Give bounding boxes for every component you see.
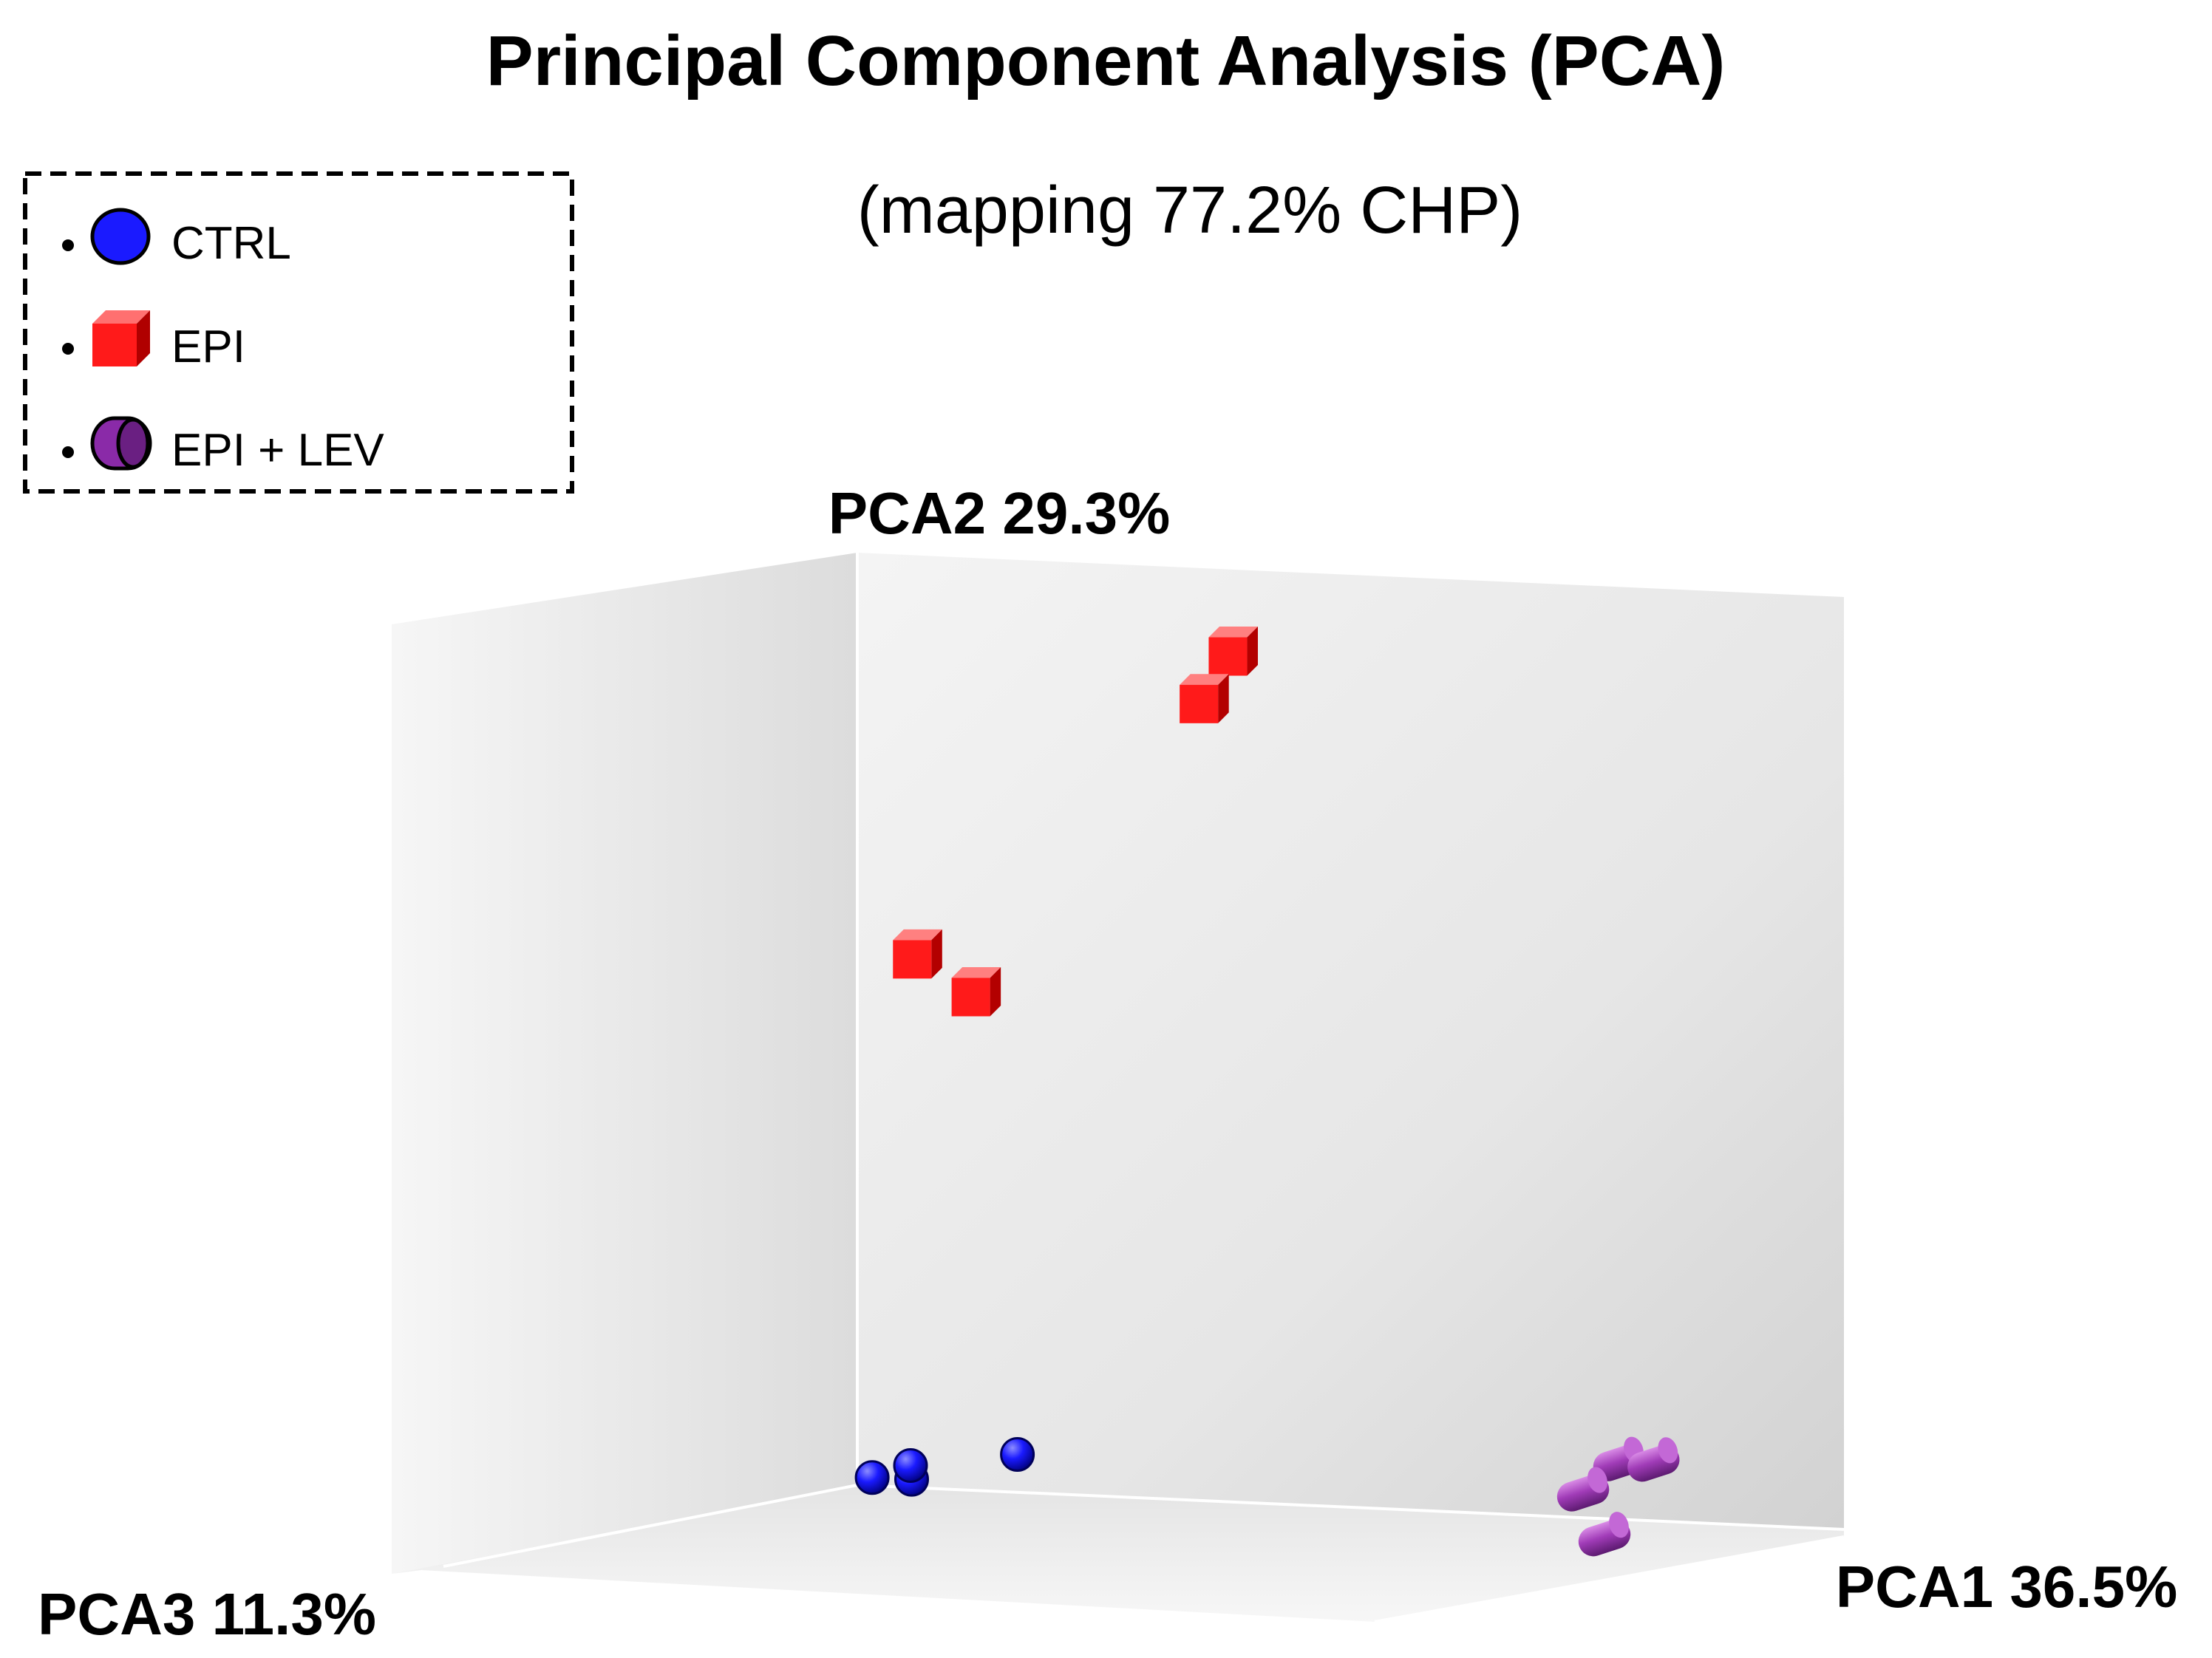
point-epi-lev-3 [1556,1467,1610,1512]
legend-item-ctrl: CTRL [62,208,291,269]
chart-title: Principal Component Analysis (PCA) [486,21,1726,100]
legend-label: EPI + LEV [171,425,384,476]
legend-bullet [62,343,74,355]
axis-label-pca2: PCA2 29.3% [828,480,1170,546]
legend-item-epi: EPI [62,310,245,372]
legend-items: CTRL EPI EPI + LEV [62,208,384,476]
legend-sphere-icon [90,208,151,265]
point-ctrl-3 [893,1448,928,1484]
series-ctrl [854,1437,1035,1497]
point-epi-2 [1180,674,1229,723]
floor-edge-right [857,1484,1845,1531]
legend-cube-icon [92,310,150,366]
chart-subtitle: (mapping 77.2% CHP) [857,174,1522,248]
point-epi-3 [893,929,942,979]
plot-box [392,553,1845,1623]
axis-label-pca3: PCA3 11.3% [38,1581,376,1647]
floor-front-edge [1374,1535,1845,1623]
legend-item-epi-lev: EPI + LEV [62,416,384,476]
point-epi-lev-2 [1627,1437,1680,1482]
legend-label: CTRL [171,218,291,269]
legend: CTRL EPI EPI + LEV [23,171,574,494]
floor-edge-left [443,1484,858,1568]
legend-bullet [62,446,74,458]
point-ctrl-4 [1000,1437,1035,1472]
data-marks [854,626,1680,1557]
floor [392,1485,1844,1622]
legend-cylinder-icon [90,416,152,471]
point-epi-lev-4 [1578,1512,1631,1557]
legend-label: EPI [171,321,245,372]
legend-bullet [62,239,74,251]
point-epi-1 [1208,626,1259,676]
point-ctrl-1 [854,1460,890,1495]
point-epi-4 [951,966,1001,1017]
back-wall [857,553,1844,1529]
axis-label-pca1: PCA1 36.5% [1836,1554,2177,1620]
left-wall [392,553,857,1574]
series-epi-lev [1556,1436,1680,1557]
series-epi [893,626,1259,1017]
